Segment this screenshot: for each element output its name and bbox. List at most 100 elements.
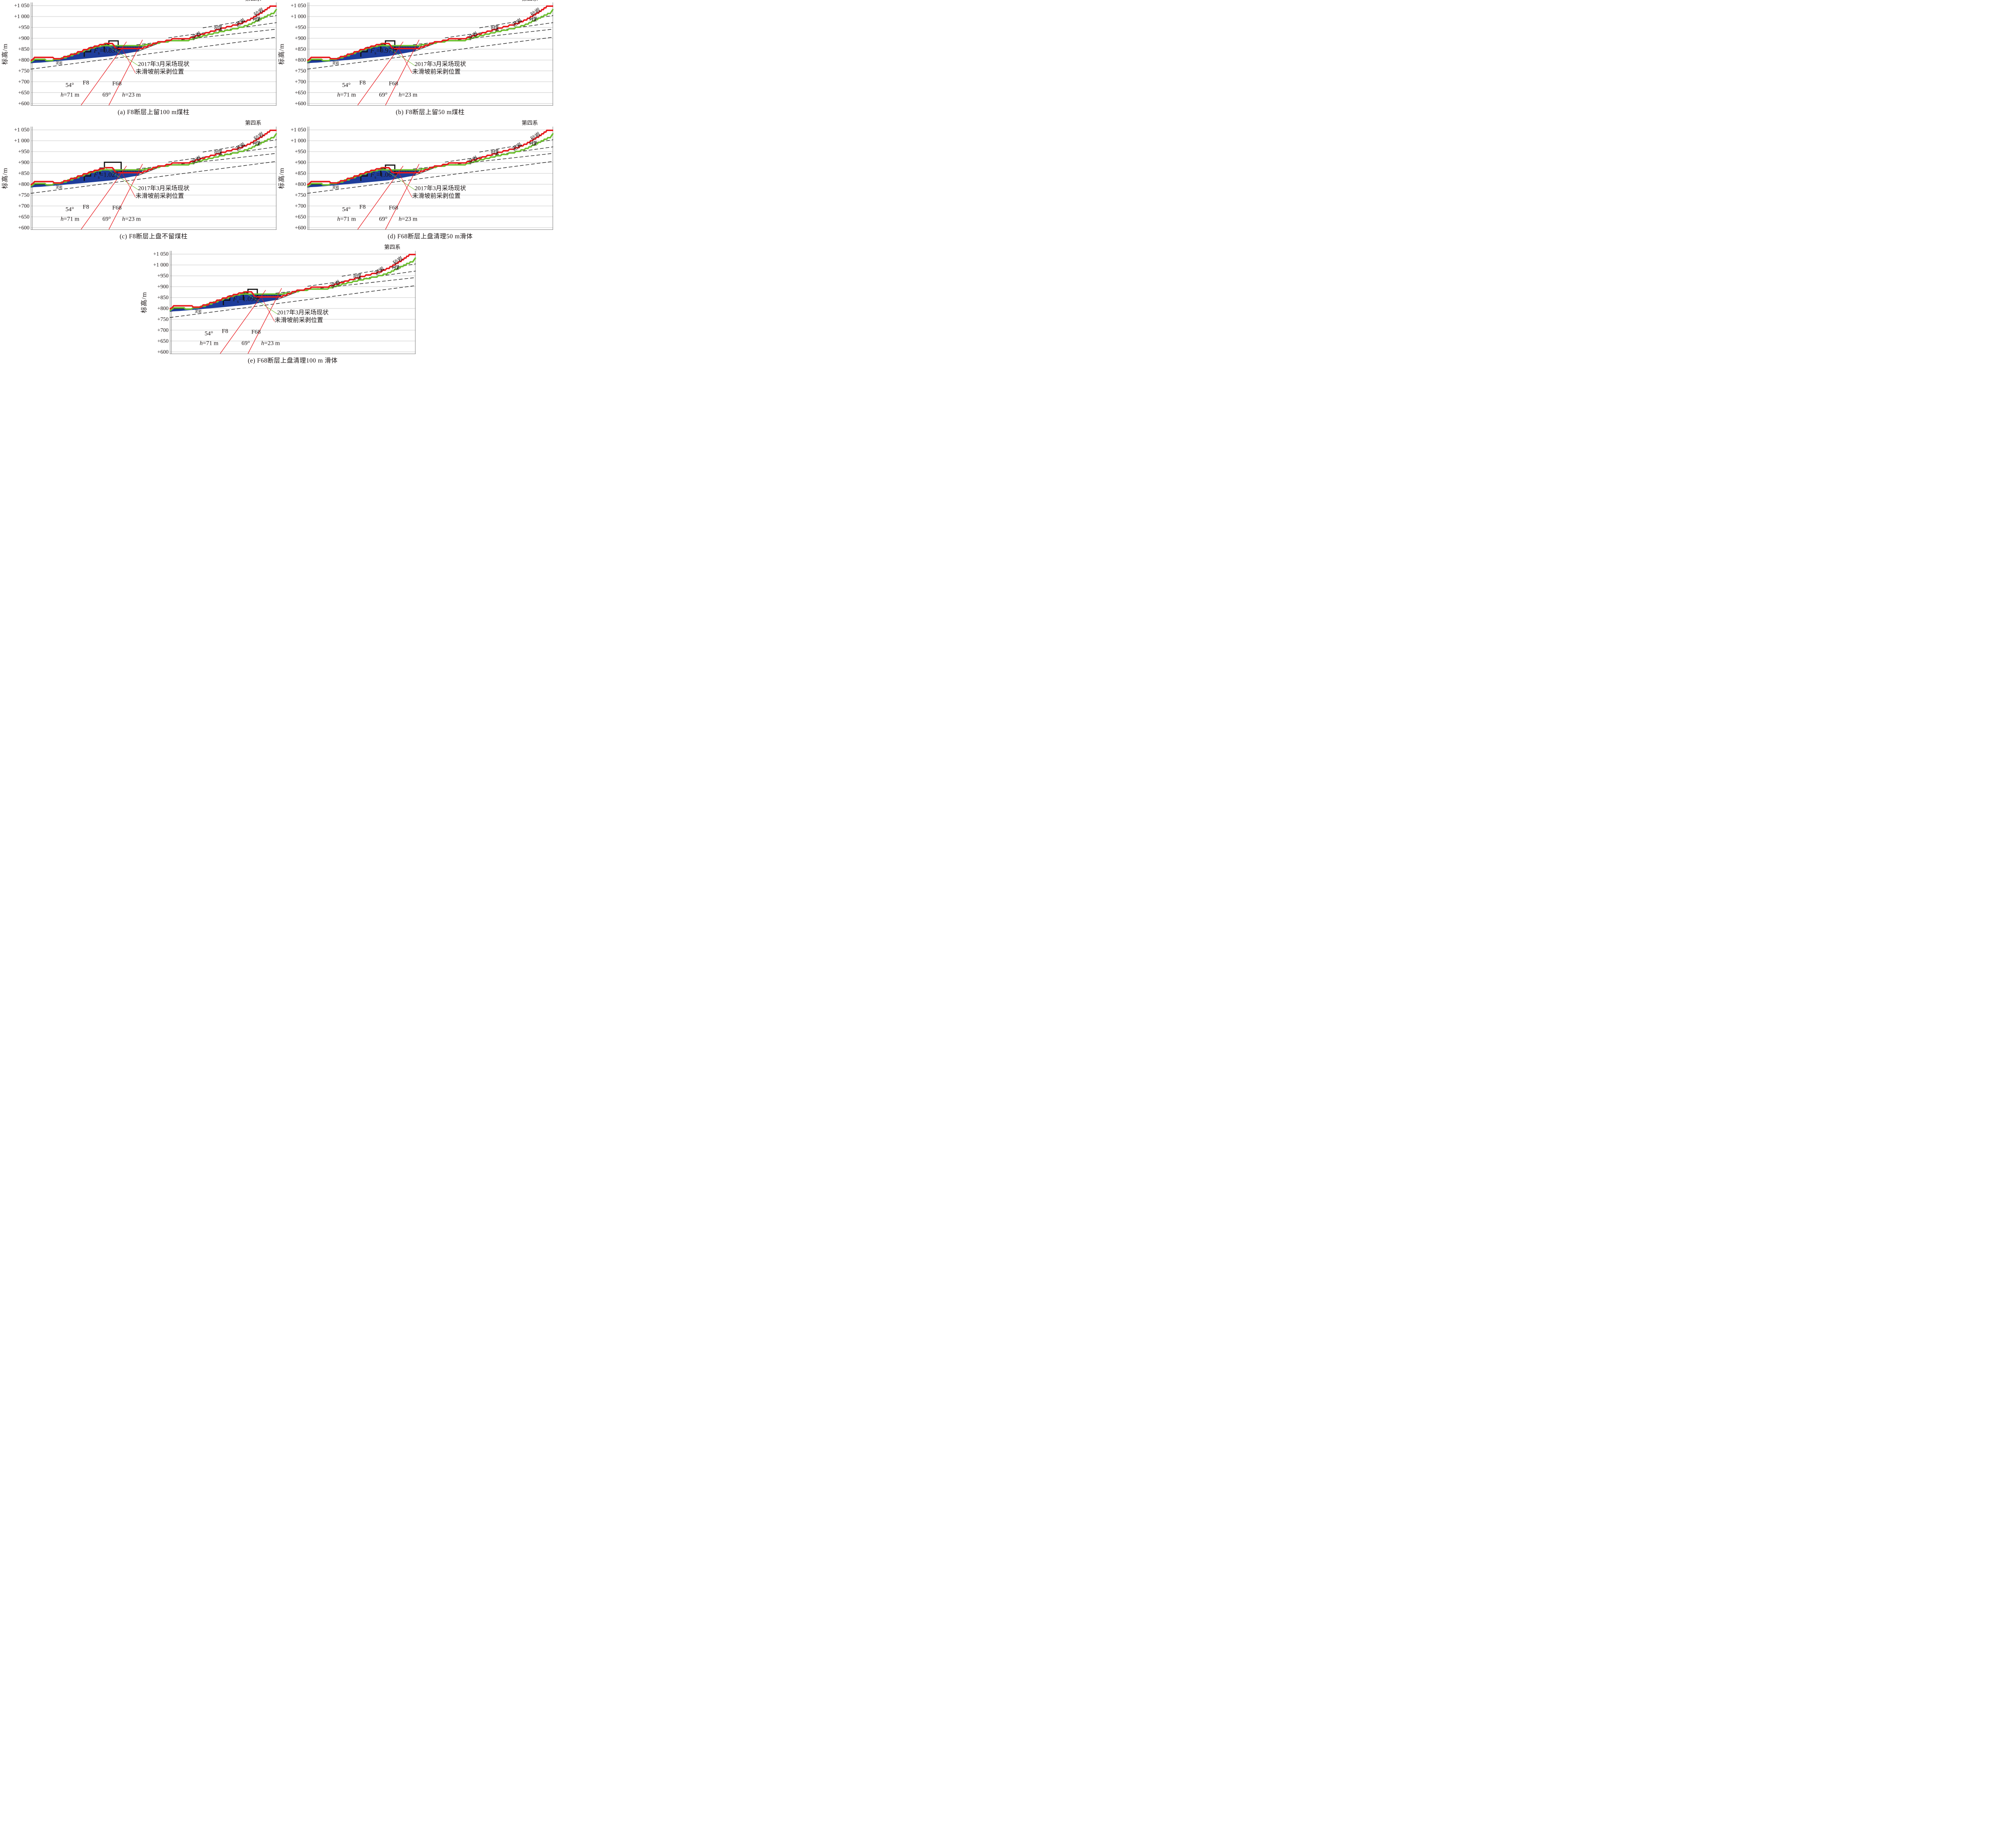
y-tick-label: +850 [157,294,169,300]
y-tick-label: +900 [295,159,306,165]
anno-pre-slide: 未滑坡前采剥位置 [135,69,184,75]
y-tick-label: +900 [295,35,306,41]
dip-f68-label: 69° [379,216,387,223]
y-tick-label: +850 [18,46,29,52]
fault-f68-line [109,40,143,105]
y-tick-label: +600 [18,224,29,231]
stratum-boundary-line [308,271,416,286]
throw-f68-label: h=23 m [261,340,280,347]
y-axis-title: 标高/m [277,127,285,230]
anno-current-state: 2017年3月采场现状 [414,185,466,192]
h-value: =71 m [63,216,79,223]
dip-f68-label: 69° [102,216,111,223]
y-tick-label: +750 [18,67,29,74]
throw-f68-label: h=23 m [399,216,417,223]
subplot-panel-c: 标高/m +1 050 +1 000 +950 +900 +850 +800 +750 +700… [0,120,277,240]
pre-slide-surface-red-line [170,254,416,309]
throw-f8-label: h=71 m [200,340,219,347]
coal7-label: 7煤 [529,16,537,23]
fault-f8-line [81,166,127,229]
fs-value: =0.837 [100,46,119,54]
figure-row-1: 标高/m +1 050 +1 000 +950 +900 +850 +800 +750 +700… [0,0,555,116]
h-value: =71 m [63,92,79,98]
h-symbol: h [60,92,64,98]
slide-mass-blue-region [31,170,144,188]
subplot-caption: (c) F8断层上盘不留煤柱 [119,233,188,240]
subplot-panel-e: 标高/m +1 050 +1 000 +950 +900 +850 +800 +750 +700… [139,244,416,365]
y-tick-label: +800 [295,56,306,63]
fault-f68-label: F68 [389,80,398,87]
stratum-boundary-line [307,161,553,193]
safety-factor-label: Fs=1.027 [94,171,119,180]
coal8-label: 8煤 [353,273,362,279]
fault-f8-label: F8 [222,328,228,335]
fault-f8-label: F8 [83,79,89,86]
y-axis-ticks: +1 050 +1 000 +950 +900 +850 +800 +750 +700 +650… [8,2,31,106]
dip-f8-label: 54° [65,82,74,89]
y-tick-label: +950 [18,148,29,154]
y-tick-label: +1 000 [14,138,29,144]
y-axis-title: 标高/m [0,2,8,106]
leader-line-red [122,48,135,73]
y-tick-label: +950 [157,272,169,279]
leader-line-green [381,43,415,66]
panel-body: 标高/m +1 050 +1 000 +950 +900 +850 +800 +750 +700… [277,120,553,231]
y-tick-label: +800 [157,305,169,311]
y-tick-label: +1 050 [153,251,169,257]
fault-f8-line [358,42,403,105]
h-value: =23 m [402,92,418,98]
y-tick-label: +750 [18,192,29,198]
y-axis-title-text: 标高/m [2,43,8,65]
fault-f68-line [385,40,419,105]
pre-slide-surface-red-line [307,6,553,60]
safety-factor-label: Fs=1.06 [371,171,392,180]
slope-stability-figure: 标高/m +1 050 +1 000 +950 +900 +850 +800 +750 +700… [0,0,555,366]
safety-factor-label: Fs=0.971 [371,47,395,56]
coal8-label: 8煤 [214,149,223,155]
y-tick-label: +600 [295,224,306,231]
current-pit-surface-green-line [307,133,553,187]
fault-f68-line [248,288,282,354]
fs-subscript: s [98,175,100,180]
y-tick-label: +700 [295,78,306,85]
leader-line-green [104,43,138,66]
slope-cross-section-chart [31,127,277,230]
mudstone-toe-label: 泥岩 [332,185,339,189]
h-symbol: h [337,92,340,98]
anno-pre-slide: 未滑坡前采剥位置 [275,317,323,324]
anno-current-state: 2017年3月采场现状 [138,185,190,192]
y-tick-label: +600 [295,100,306,106]
y-tick-label: +1 000 [14,13,29,20]
stratum-boundary-line [170,286,416,317]
y-tick-label: +700 [18,202,29,209]
y-tick-label: +700 [18,78,29,85]
stratum-boundary-line [31,37,277,69]
slide-mass-blue-region [31,46,144,63]
leader-line-red [398,172,412,198]
stratum-boundary-line [169,23,277,38]
fs-symbol: F [94,171,98,179]
h-value: =23 m [125,216,141,223]
leader-line-red [398,48,412,73]
anno-current-state: 2017年3月采场现状 [277,309,329,316]
quaternary-label: 第四系 [521,120,538,126]
subplot-panel-a: 标高/m +1 050 +1 000 +950 +900 +850 +800 +750 +700… [0,0,277,116]
fs-subscript: s [237,299,239,304]
y-axis-title-text: 标高/m [278,43,285,65]
throw-f68-label: h=23 m [122,92,141,98]
fault-f8-label: F8 [359,204,366,211]
slide-mass-blue-region [170,294,283,312]
stratum-boundary-line [307,37,553,69]
pre-slide-surface-red-line [307,130,553,185]
figure-row-2: 标高/m +1 050 +1 000 +950 +900 +850 +800 +750 +700… [0,120,555,240]
dip-f68-label: 69° [102,92,111,98]
fs-symbol: F [233,295,237,303]
throw-f8-label: h=71 m [60,92,79,98]
current-pit-surface-green-line [31,9,277,63]
fault-f68-label: F68 [389,204,398,211]
fs-value: =1.096 [239,295,258,303]
fs-symbol: F [94,46,98,54]
h-value: =71 m [202,340,219,347]
